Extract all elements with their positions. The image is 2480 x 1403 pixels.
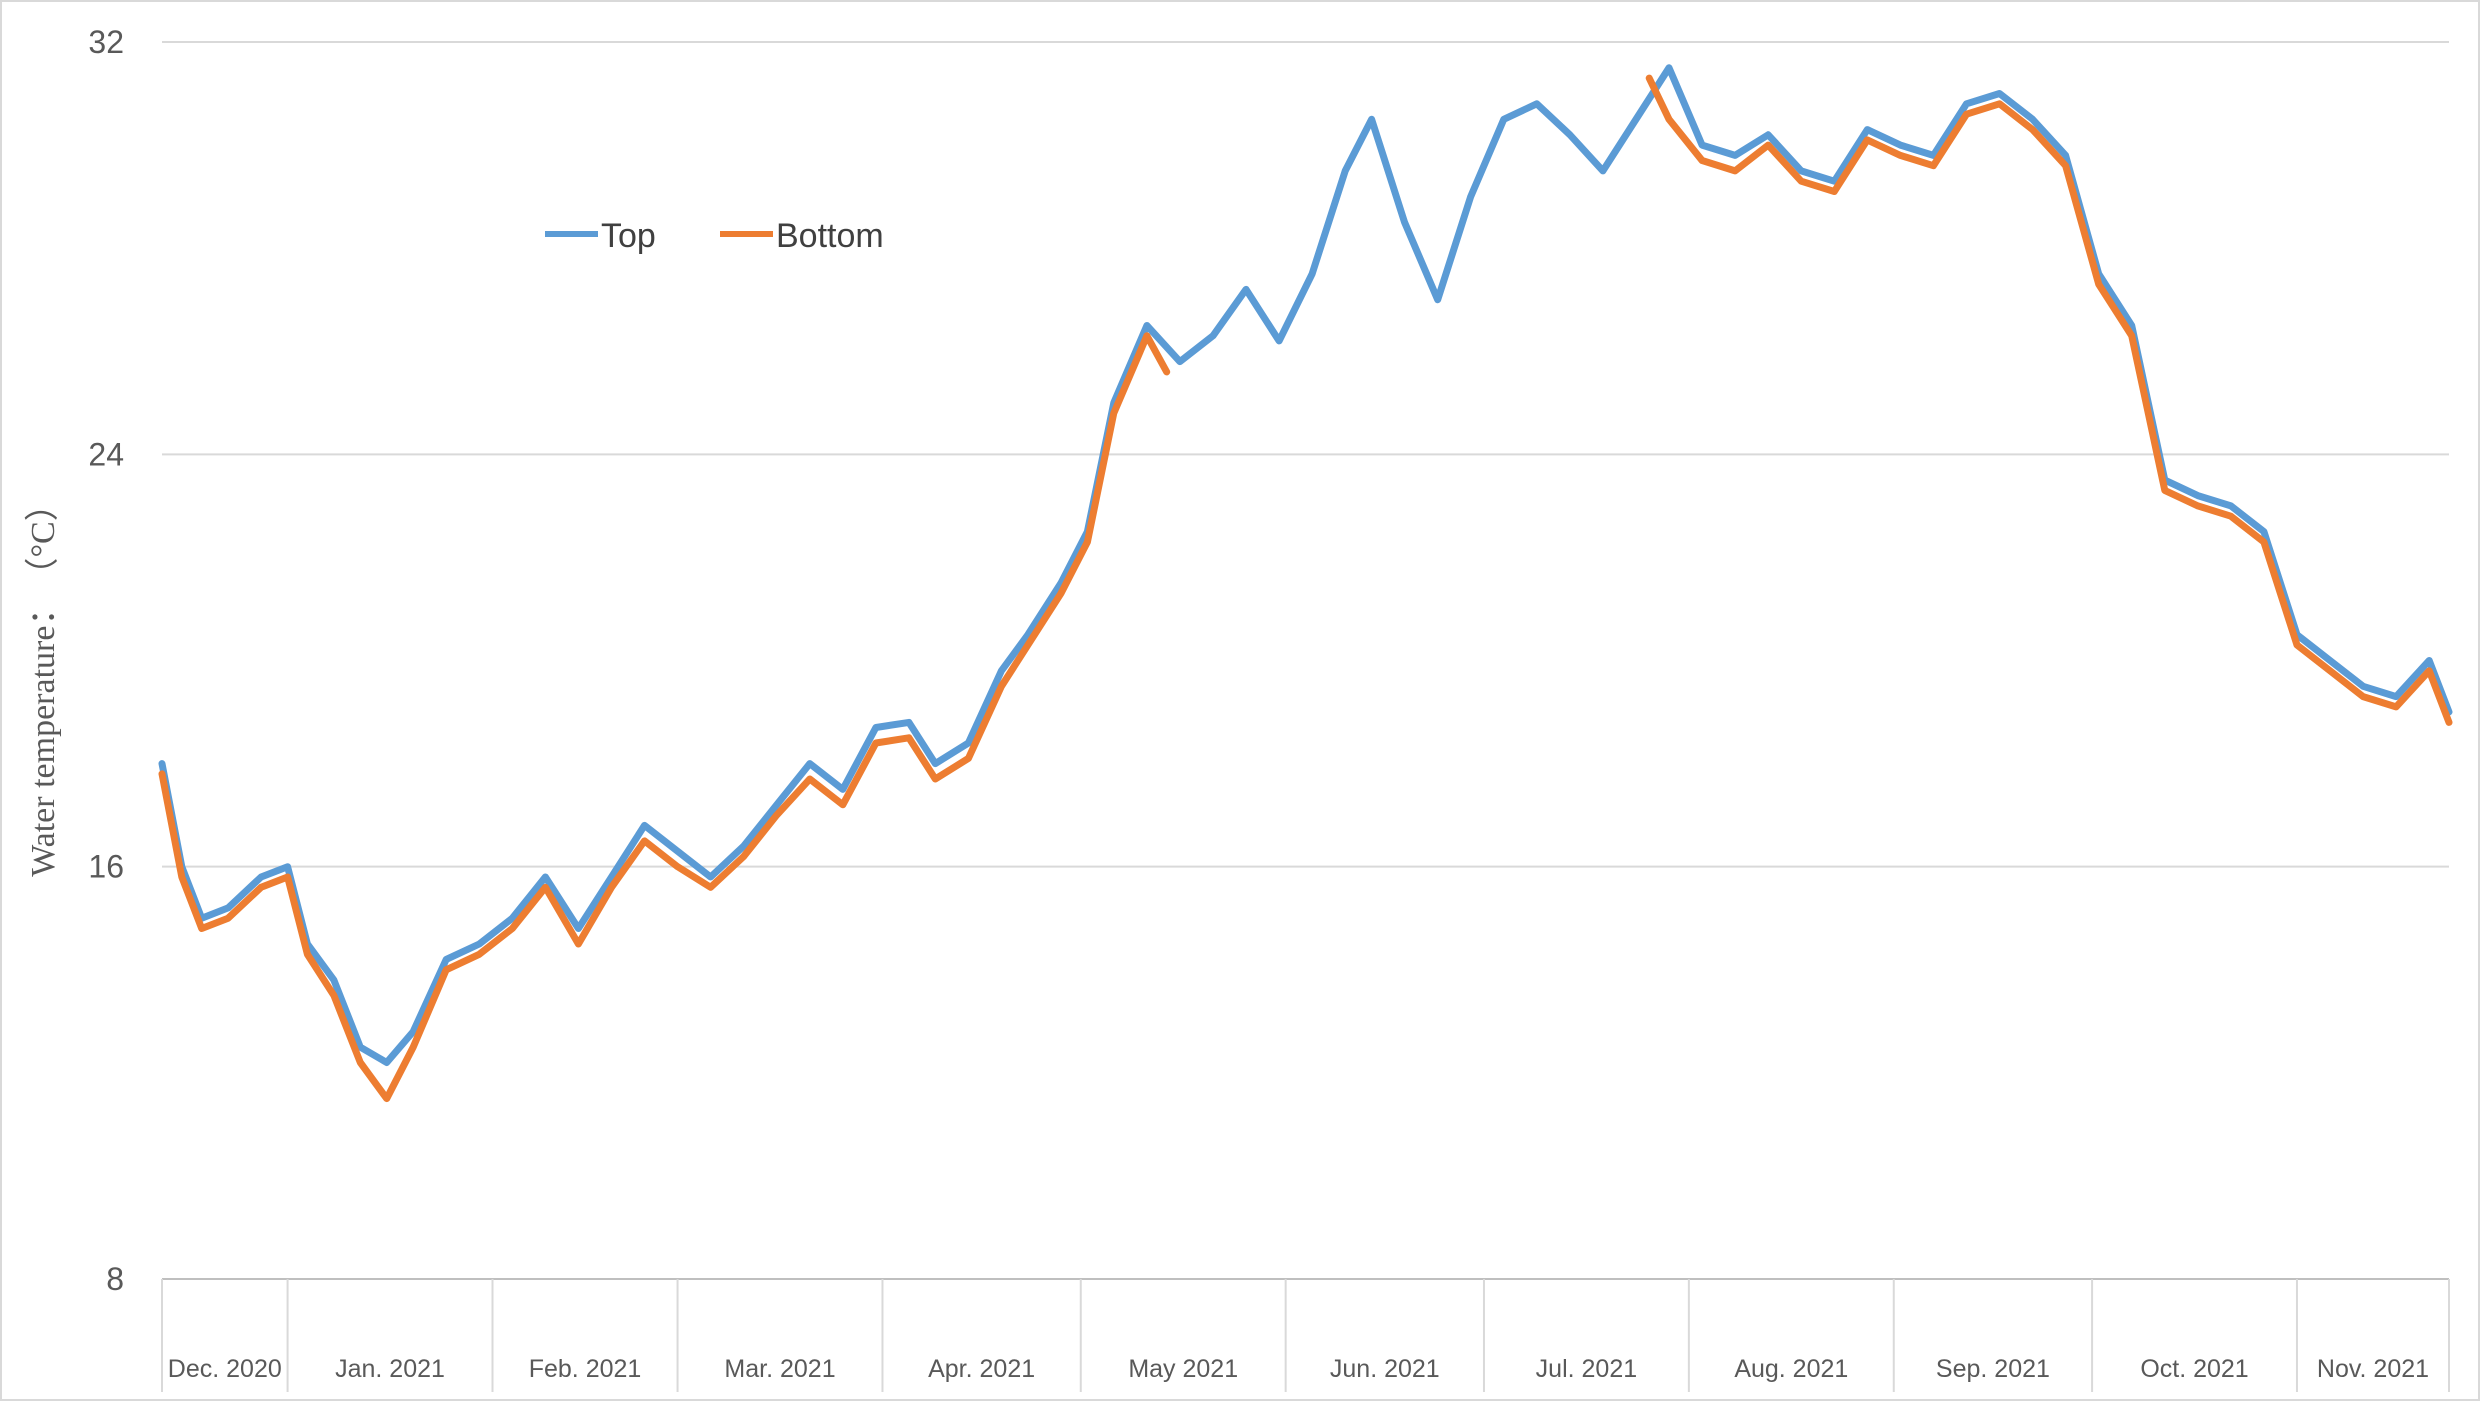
y-axis-label: Water temperature： （°C）: [24, 487, 62, 876]
x-tick-label: Aug. 2021: [1734, 1355, 1848, 1383]
x-tick-label: Jan. 2021: [335, 1355, 445, 1383]
series-line-bottom: [158, 332, 1171, 1103]
x-tick-label: Sep. 2021: [1936, 1355, 2050, 1383]
legend-label-top: Top: [601, 217, 656, 255]
legend-label-bottom: Bottom: [776, 217, 884, 255]
gridlines: [162, 41, 2449, 1280]
x-tick-label: Oct. 2021: [2140, 1355, 2248, 1383]
series-lines: [158, 64, 2453, 1103]
x-tick-label: Dec. 2020: [168, 1355, 282, 1383]
y-tick-label: 8: [106, 1261, 124, 1297]
x-tick-label: Mar. 2021: [724, 1355, 835, 1383]
x-tick-label: Feb. 2021: [529, 1355, 642, 1383]
x-tick-label: Jun. 2021: [1330, 1355, 1440, 1383]
y-axis: 8 16 24 32: [88, 24, 124, 1297]
series-line-top: [158, 64, 2453, 1066]
series-line-bottom: [1645, 74, 2453, 726]
x-tick-label: Apr. 2021: [928, 1355, 1035, 1383]
y-tick-label: 24: [88, 436, 124, 472]
x-axis: Dec. 2020 Jan. 2021 Feb. 2021 Mar. 2021 Apr.…: [161, 1279, 2450, 1392]
legend: Top Bottom: [545, 217, 884, 255]
x-tick-label: Jul. 2021: [1536, 1355, 1637, 1383]
x-tick-label: Nov. 2021: [2317, 1355, 2429, 1383]
y-tick-label: 16: [88, 849, 124, 885]
x-tick-label: May 2021: [1128, 1355, 1238, 1383]
y-tick-label: 32: [88, 24, 124, 60]
